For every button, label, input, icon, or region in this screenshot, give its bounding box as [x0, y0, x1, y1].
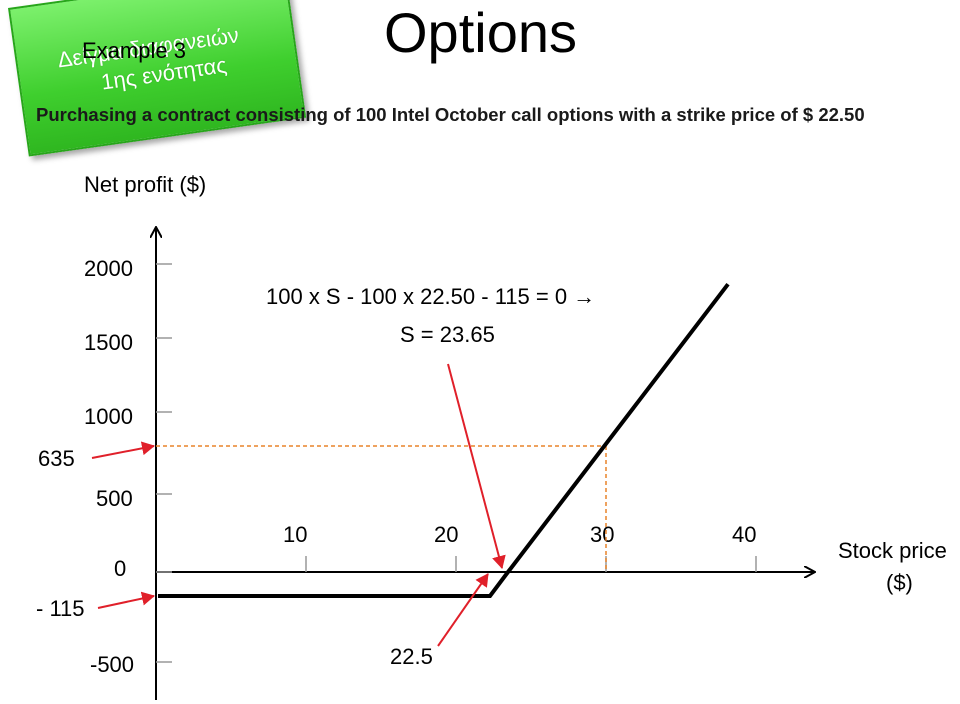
x-axis-label-line1: Stock price — [838, 538, 947, 563]
arrow-breakeven — [447, 363, 506, 569]
arrow-minus115 — [97, 591, 155, 609]
x-tick-label: 40 — [732, 522, 757, 547]
marker-minus115-label: - 115 — [36, 596, 85, 621]
y-tick-label: 1500 — [84, 330, 133, 355]
arrow-strike — [437, 573, 489, 647]
slide-subtitle: Purchasing a contract consisting of 100 … — [36, 104, 865, 125]
payoff-line — [158, 282, 730, 598]
x-tick-label: 20 — [434, 522, 459, 547]
y-tick-label: 1000 — [84, 404, 133, 429]
y-axis-label: Net profit ($) — [84, 172, 207, 197]
marker-635-label: 635 — [38, 446, 75, 471]
arrow-635 — [91, 441, 155, 459]
badge-label: Example 3 — [82, 38, 186, 63]
x-tick-label: 10 — [283, 522, 308, 547]
x-tick-label: 30 — [590, 522, 615, 547]
slide-title: Options — [384, 1, 577, 64]
y-tick-label: -500 — [90, 652, 135, 677]
equation-annotation: 100 x S - 100 x 22.50 - 115 = 0 → — [266, 284, 596, 309]
x-axis-label-line2: ($) — [886, 570, 913, 595]
strike-price-label: 22.5 — [390, 644, 433, 669]
y-tick-label: 0 — [114, 556, 127, 581]
solution-annotation: S = 23.65 — [400, 322, 495, 347]
y-tick-label: 500 — [96, 486, 133, 511]
y-tick-label: 2000 — [84, 256, 133, 281]
